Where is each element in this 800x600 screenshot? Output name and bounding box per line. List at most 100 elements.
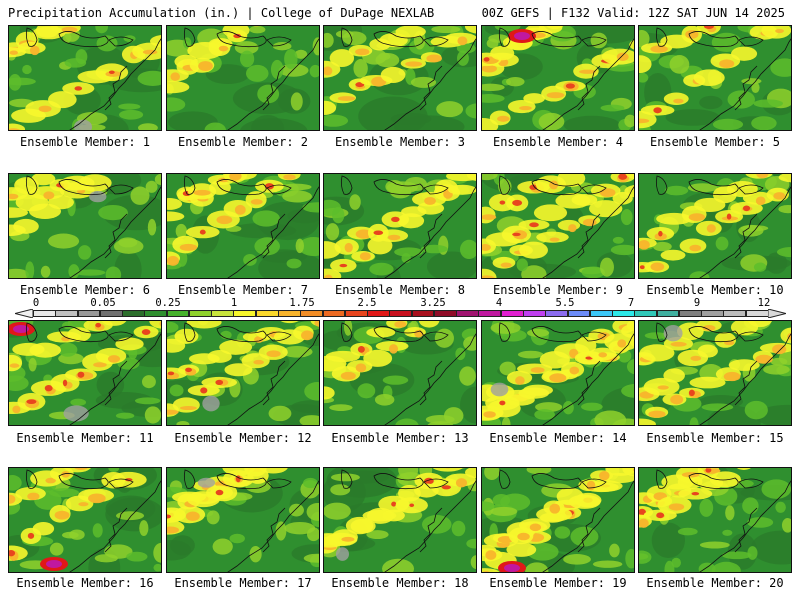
member-caption: Ensemble Member: 15 [646, 431, 784, 445]
member-caption: Ensemble Member: 10 [646, 283, 784, 297]
precip-map [9, 468, 161, 572]
colorbar-swatch [367, 310, 390, 317]
precip-map [9, 174, 161, 278]
colorbar-tick-label: 0.05 [90, 297, 116, 309]
colorbar-swatch [701, 310, 725, 317]
colorbar-tick-label: 1 [230, 297, 238, 309]
colorbar-tick-label: 1.75 [289, 297, 315, 309]
precip-map-panel [323, 320, 477, 426]
colorbar-swatch [567, 310, 591, 317]
colorbar-swatch [433, 310, 457, 317]
precip-map [167, 26, 319, 130]
precip-map [167, 468, 319, 572]
precip-map [324, 26, 476, 130]
member-caption: Ensemble Member: 2 [177, 135, 309, 149]
colorbar-swatch [122, 310, 145, 317]
precip-map-panel [638, 467, 792, 573]
colorbar-tick-label: 2.5 [357, 297, 377, 309]
title-left: Precipitation Accumulation (in.) | Colle… [8, 6, 435, 20]
colorbar-swatch [77, 310, 101, 317]
colorbar-swatch [144, 310, 168, 317]
colorbar-tick-label: 9 [693, 297, 701, 309]
colorbar-swatch [478, 310, 502, 317]
precip-map [482, 174, 634, 278]
colorbar-swatch [634, 310, 658, 317]
precip-map [167, 321, 319, 425]
precip-map-panel [481, 25, 635, 131]
precip-map-panel [638, 25, 792, 131]
precip-map [639, 321, 791, 425]
member-caption: Ensemble Member: 7 [177, 283, 309, 297]
precip-map-panel [323, 467, 477, 573]
precip-map-panel [166, 173, 320, 279]
member-caption: Ensemble Member: 16 [16, 576, 154, 590]
colorbar-tick-label: 7 [627, 297, 635, 309]
colorbar-swatch [612, 310, 635, 317]
title-right: 00Z GEFS | F132 Valid: 12Z SAT JUN 14 20… [481, 6, 785, 20]
member-caption: Ensemble Member: 8 [334, 283, 466, 297]
colorbar-swatch [656, 310, 680, 317]
precip-map-panel [481, 173, 635, 279]
member-caption: Ensemble Member: 20 [646, 576, 784, 590]
precip-map [324, 468, 476, 572]
member-caption: Ensemble Member: 1 [19, 135, 151, 149]
precip-map-panel [8, 320, 162, 426]
colorbar-left-arrow [15, 309, 33, 318]
colorbar-swatch [99, 310, 123, 317]
precip-map [167, 174, 319, 278]
member-caption: Ensemble Member: 13 [331, 431, 469, 445]
precip-map-panel [638, 320, 792, 426]
member-caption: Ensemble Member: 14 [489, 431, 627, 445]
colorbar-swatch [211, 310, 235, 317]
colorbar-tick-label: 3.25 [420, 297, 446, 309]
precip-map [324, 321, 476, 425]
colorbar-tick-label: 0.25 [155, 297, 181, 309]
precip-map-panel [638, 173, 792, 279]
member-caption: Ensemble Member: 3 [334, 135, 466, 149]
member-caption: Ensemble Member: 6 [19, 283, 151, 297]
colorbar-swatch [589, 310, 613, 317]
colorbar-swatch [389, 310, 413, 317]
colorbar-swatch [188, 310, 212, 317]
member-caption: Ensemble Member: 5 [649, 135, 781, 149]
colorbar-swatch [678, 310, 702, 317]
member-caption: Ensemble Member: 19 [489, 576, 627, 590]
colorbar-swatch [500, 310, 524, 317]
precip-map [639, 174, 791, 278]
colorbar-swatch [55, 310, 79, 317]
precip-map-panel [481, 467, 635, 573]
colorbar-swatch [300, 310, 324, 317]
member-caption: Ensemble Member: 11 [16, 431, 154, 445]
colorbar-tick-label: 12 [757, 297, 771, 309]
member-caption: Ensemble Member: 18 [331, 576, 469, 590]
precip-map-panel [166, 467, 320, 573]
member-caption: Ensemble Member: 12 [174, 431, 312, 445]
colorbar-swatch [322, 310, 346, 317]
colorbar-tick-label: 5.5 [555, 297, 575, 309]
precip-map-panel [166, 320, 320, 426]
precip-map [482, 321, 634, 425]
precip-map [639, 26, 791, 130]
precip-map [324, 174, 476, 278]
member-caption: Ensemble Member: 4 [492, 135, 624, 149]
precip-map-panel [481, 320, 635, 426]
precip-map-panel [8, 467, 162, 573]
colorbar-swatch [523, 310, 546, 317]
precip-map [9, 321, 161, 425]
colorbar-swatch [255, 310, 279, 317]
colorbar-swatch [233, 310, 257, 317]
precip-map [9, 26, 161, 130]
precip-map [482, 468, 634, 572]
colorbar-swatch [456, 310, 480, 317]
colorbar-swatch [745, 310, 769, 317]
colorbar-tick-label: 4 [495, 297, 503, 309]
colorbar-swatch [411, 310, 435, 317]
precip-map-panel [323, 173, 477, 279]
precip-map-panel [8, 25, 162, 131]
colorbar-swatch [166, 310, 190, 317]
precip-map-panel [8, 173, 162, 279]
colorbar-swatch [545, 310, 569, 317]
precip-map-panel [166, 25, 320, 131]
precip-map [639, 468, 791, 572]
colorbar-right-arrow [768, 309, 786, 318]
